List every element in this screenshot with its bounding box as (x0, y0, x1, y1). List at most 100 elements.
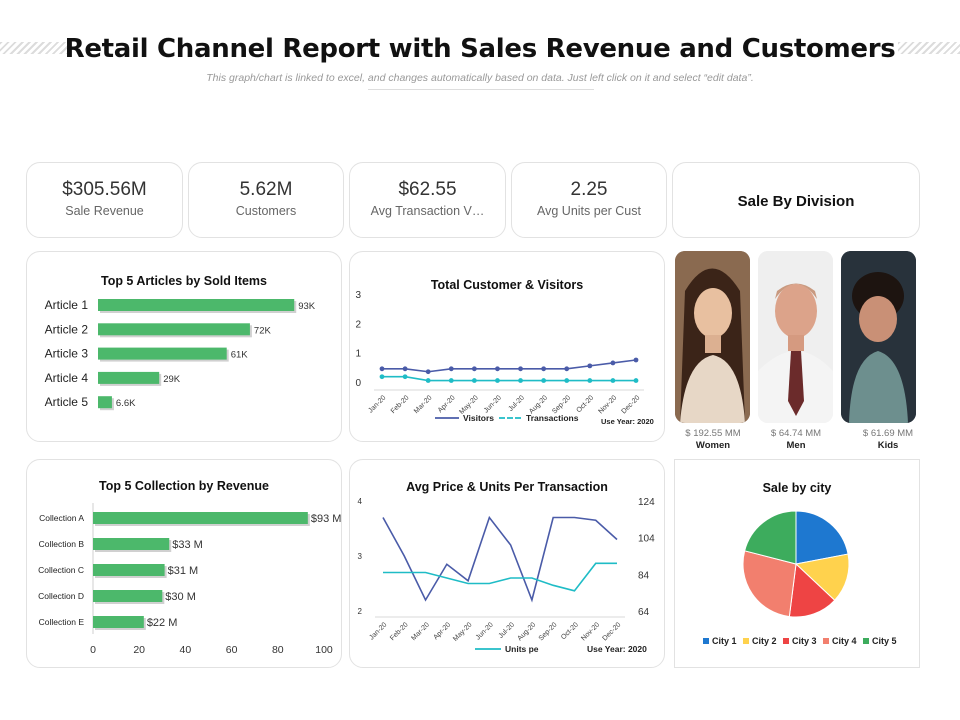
bar (93, 538, 170, 550)
series-point (610, 360, 616, 366)
series-point (471, 366, 477, 372)
avgprice-chart-title: Avg Price & Units Per Transaction (406, 480, 608, 494)
visitors-panel: Total Customer & Visitors (349, 251, 665, 442)
category-label: Article 4 (45, 371, 89, 385)
series-point (633, 357, 639, 363)
page-subtitle: This graph/chart is linked to excel, and… (206, 72, 754, 84)
x-tick-label: 100 (315, 644, 333, 656)
x-tick-label: Nov-20 (597, 394, 618, 415)
x-tick-label: Jul-20 (508, 394, 527, 413)
collections-chart-title: Top 5 Collection by Revenue (99, 479, 269, 493)
pie-slice (795, 510, 849, 565)
data-label: $93 M (311, 513, 342, 525)
series-point (564, 366, 570, 372)
x-tick-label: Nov-20 (580, 621, 601, 642)
data-label: $31 M (168, 565, 199, 577)
category-label: Collection D (38, 591, 84, 601)
kpi-value: 5.62M (239, 179, 293, 200)
series-point (379, 366, 385, 372)
division-kids-value: $ 61.69 MM (862, 428, 914, 439)
y-tick-label-right: 84 (638, 570, 650, 581)
series-point (379, 374, 385, 380)
data-label: 93K (298, 301, 316, 312)
series-line (382, 359, 637, 373)
city-chart: City 1 City 2 City 3 City 4 City 5 (703, 510, 897, 646)
legend-swatch (823, 638, 829, 644)
series-point (471, 378, 477, 383)
bar (98, 299, 295, 311)
legend-label: Transactions (526, 413, 579, 423)
page-title: Retail Channel Report with Sales Revenue… (64, 34, 896, 64)
x-tick-label: 0 (90, 644, 96, 656)
division-men-label: Men (786, 440, 806, 451)
legend-swatch (703, 638, 709, 644)
bar (93, 512, 308, 524)
x-tick-label: Mar-20 (413, 394, 434, 415)
x-tick-label: Apr-20 (432, 621, 452, 641)
kpi-value: 2.25 (570, 179, 608, 200)
y-tick-label: 0 (355, 378, 361, 389)
legend-swatch (743, 638, 749, 644)
series-point (402, 374, 408, 380)
visitors-chart-title: Total Customer & Visitors (430, 278, 584, 292)
bar (93, 616, 144, 628)
x-tick-label: Jun-20 (475, 621, 495, 641)
division-men-value: $ 64.74 MM (770, 428, 822, 439)
series-point (495, 378, 500, 383)
series-point (587, 363, 593, 369)
y-tick-label-right: 104 (638, 534, 655, 545)
subtitle-divider (368, 89, 594, 90)
data-label: 29K (163, 374, 181, 385)
y-tick-label: 1 (355, 349, 361, 360)
avgprice-chart: 2 3 4 64 84 104 124 Jan-20 Feb-20 Mar-20 Apr-20 May… (358, 497, 656, 654)
x-tick-label: Mar-20 (410, 621, 431, 642)
legend-label: Units pe (505, 644, 539, 654)
bar (93, 564, 165, 576)
women-photo (675, 251, 750, 423)
y-tick-label-left: 3 (358, 552, 363, 561)
series-point (448, 366, 454, 372)
category-label: Article 3 (45, 347, 89, 361)
pie-slice (794, 553, 850, 601)
bar (98, 323, 250, 336)
data-label: 6.6K (116, 398, 136, 409)
kpi-card-avg-units: 2.25 Avg Units per Cust (511, 162, 667, 238)
kpi-card-avg-transaction: $62.55 Avg Transaction V… (349, 162, 506, 238)
men-photo (758, 251, 833, 423)
data-label: 61K (231, 350, 249, 361)
x-tick-label: Jan-20 (368, 621, 388, 641)
x-tick-label: Dec-20 (601, 621, 622, 642)
articles-chart-title: Top 5 Articles by Sold Items (100, 274, 267, 288)
y-tick-label: 2 (355, 319, 361, 330)
kpi-card-customers: 5.62M Customers (188, 162, 344, 238)
legend-swatch (863, 638, 869, 644)
series-point (633, 378, 639, 383)
series-point (425, 369, 431, 375)
kpi-value: $305.56M (62, 179, 147, 200)
data-label: $33 M (172, 539, 203, 551)
division-title-card: Sale By Division (672, 162, 920, 238)
x-tick-label: 40 (180, 644, 192, 656)
data-label: $22 M (147, 617, 178, 629)
x-tick-label: Dec-20 (620, 394, 641, 415)
kids-photo (841, 251, 916, 423)
category-label: Collection C (38, 565, 84, 575)
x-tick-label: Jun-20 (483, 394, 503, 414)
x-tick-label: Jul-20 (498, 621, 517, 640)
bar (98, 371, 160, 384)
collections-panel: Top 5 Collection by Revenue (26, 459, 342, 668)
x-tick-label: May-20 (452, 621, 474, 643)
kpi-card-sale-revenue: $305.56M Sale Revenue (26, 162, 183, 238)
legend-label: City 5 (872, 636, 897, 646)
legend-swatch (783, 638, 789, 644)
header-hatch-right (898, 42, 960, 54)
header-hatch-left (0, 42, 68, 54)
category-label: Article 5 (45, 395, 89, 409)
x-tick-label: Feb-20 (389, 621, 410, 642)
x-tick-label: Oct-20 (575, 394, 595, 414)
y-tick-label-right: 124 (638, 497, 655, 508)
category-label: Collection B (39, 539, 85, 549)
legend-label: Visitors (463, 413, 494, 423)
category-label: Collection A (39, 513, 84, 523)
